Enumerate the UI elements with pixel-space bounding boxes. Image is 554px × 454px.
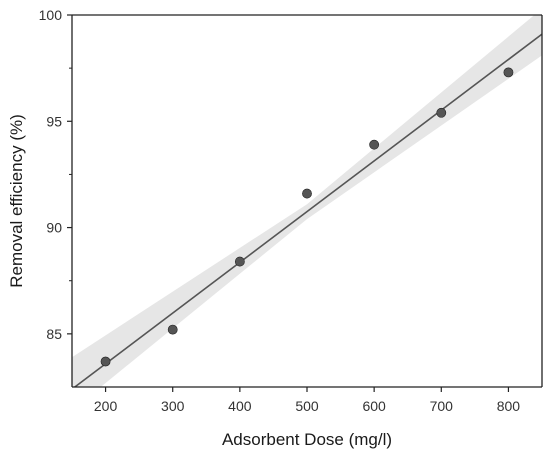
x-tick-label: 200 [94, 398, 118, 414]
x-axis-title: Adsorbent Dose (mg/l) [222, 430, 392, 449]
data-point [503, 67, 514, 78]
y-tick-label: 95 [46, 113, 62, 129]
fit-line-layer [73, 33, 542, 387]
y-tick-label: 90 [46, 220, 62, 236]
data-point [234, 256, 245, 267]
data-point [369, 139, 380, 150]
x-tick-label: 600 [362, 398, 386, 414]
x-tick-label: 500 [295, 398, 319, 414]
data-point [167, 324, 178, 335]
confidence-band [72, 15, 542, 387]
x-tick-label: 700 [430, 398, 454, 414]
x-tick-label: 300 [161, 398, 185, 414]
y-tick-label: 100 [39, 7, 63, 23]
data-points [100, 67, 514, 367]
data-point [302, 188, 312, 199]
axes [71, 14, 543, 388]
data-point [436, 107, 447, 118]
y-axis-title: Removal efficiency (%) [7, 114, 26, 288]
regression-line [73, 33, 542, 387]
x-tick-label: 400 [228, 398, 252, 414]
y-tick-label: 85 [46, 326, 62, 342]
confidence-band-layer [72, 15, 542, 387]
ticks: 200 300 400 500 600 700 800 85 90 95 100 [39, 7, 521, 414]
data-point [100, 356, 111, 367]
x-tick-label: 800 [497, 398, 521, 414]
